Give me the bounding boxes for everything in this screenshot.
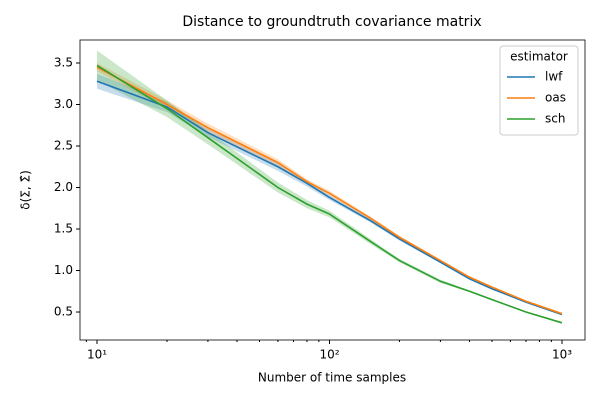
series-line bbox=[96, 66, 563, 315]
legend-box bbox=[499, 45, 579, 136]
confidence-band bbox=[97, 62, 562, 315]
plot-frame bbox=[79, 39, 586, 341]
y-tick-label: 2.5 bbox=[54, 139, 73, 153]
confidence-band bbox=[97, 73, 562, 316]
legend-label: lwf bbox=[545, 70, 563, 84]
confidence-band bbox=[97, 50, 562, 324]
y-tick-label: 3.5 bbox=[54, 55, 73, 69]
y-tick-label: 0.5 bbox=[54, 305, 73, 319]
y-tick-label: 2.0 bbox=[54, 180, 73, 194]
series-line bbox=[96, 64, 563, 324]
y-tick-label: 1.0 bbox=[54, 263, 73, 277]
legend-title: estimator bbox=[510, 50, 568, 64]
x-axis-label: Number of time samples bbox=[258, 371, 406, 385]
x-tick-label: 10¹ bbox=[87, 348, 107, 362]
y-tick-label: 3.0 bbox=[54, 97, 73, 111]
x-tick-label: 10² bbox=[319, 348, 339, 362]
x-tick-label: 10³ bbox=[552, 348, 572, 362]
y-axis-label: δ(Σ, Σ̂) bbox=[19, 170, 33, 210]
chart-title: Distance to groundtruth covariance matri… bbox=[182, 14, 481, 30]
series-line bbox=[96, 80, 563, 316]
legend-label: sch bbox=[545, 112, 565, 126]
y-tick-label: 1.5 bbox=[54, 222, 73, 236]
legend-label: oas bbox=[545, 91, 566, 105]
